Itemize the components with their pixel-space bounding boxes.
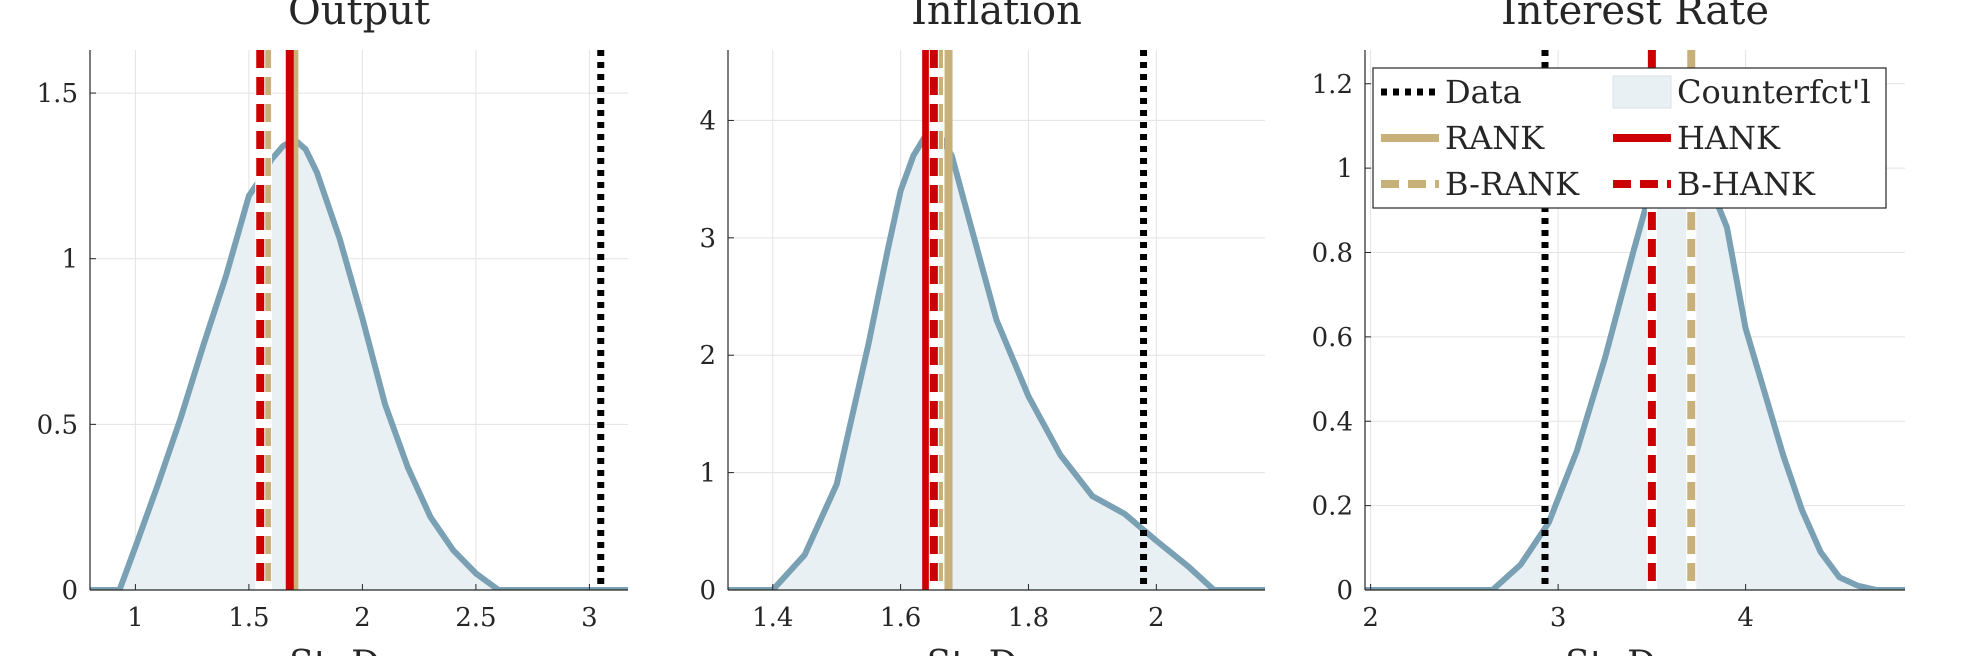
- density-area: [90, 139, 628, 590]
- panel-2: 1.4 1.6 1.8 2 0 1 2 3 4 Inflation St. Dev.: [699, 0, 1265, 660]
- density-area: [728, 134, 1265, 590]
- x-tick-label: 3: [581, 603, 598, 633]
- x-axis-label: St. Dev.: [289, 644, 429, 656]
- legend-swatch: [1612, 75, 1672, 109]
- x-tick-label: 1: [127, 603, 144, 633]
- legend-label: HANK: [1677, 119, 1781, 157]
- y-tick-label: 1: [61, 245, 78, 275]
- x-tick-label: 2: [1362, 603, 1379, 633]
- x-axis-label: St. Dev.: [1565, 644, 1705, 656]
- legend-label: Counterfct'l: [1677, 73, 1871, 111]
- x-tick-label: 1.6: [880, 603, 921, 633]
- panel-1: 1 1.5 2 2.5 3 0 0.5 1 1.5 Output St. Dev.: [37, 0, 628, 660]
- x-tick-label: 1.8: [1008, 603, 1049, 633]
- chart-title: Inflation: [911, 0, 1082, 34]
- x-tick-label: 1.5: [228, 603, 269, 633]
- chart-title: Output: [288, 0, 430, 34]
- y-tick-label: 3: [699, 224, 716, 254]
- x-tick-label: 1.4: [752, 603, 793, 633]
- density-area: [1365, 159, 1905, 590]
- legend-label: B-RANK: [1445, 165, 1580, 203]
- y-tick-label: 0: [61, 576, 78, 606]
- y-tick-label: 1.5: [37, 79, 78, 109]
- y-tick-label: 2: [699, 341, 716, 371]
- legend-label: B-HANK: [1677, 165, 1816, 203]
- legend-item-bhank: B-HANK: [1613, 165, 1816, 203]
- y-tick-label: 0: [699, 576, 716, 606]
- density-curve: [728, 131, 1265, 590]
- x-tick-label: 2.5: [455, 603, 496, 633]
- legend-label: RANK: [1445, 119, 1545, 157]
- legend: Data Counterfct'l RANK HANK B-RANK B-HANK: [1372, 67, 1887, 209]
- legend-item-brank: B-RANK: [1381, 165, 1580, 203]
- y-tick-label: 0.6: [1312, 323, 1353, 353]
- y-tick-label: 0.5: [37, 410, 78, 440]
- y-tick-label: 0.8: [1312, 239, 1353, 269]
- y-tick-label: 4: [699, 106, 716, 136]
- x-tick-label: 2: [1148, 603, 1165, 633]
- y-tick-label: 0.2: [1312, 492, 1353, 522]
- x-axis-label: St. Dev.: [927, 644, 1067, 656]
- y-tick-label: 1: [699, 459, 716, 489]
- x-tick-label: 4: [1737, 603, 1754, 633]
- y-tick-label: 0.4: [1312, 407, 1353, 437]
- legend-item-data: Data: [1381, 73, 1522, 111]
- y-tick-label: 0: [1336, 576, 1353, 606]
- x-tick-label: 2: [354, 603, 371, 633]
- x-tick-label: 3: [1550, 603, 1567, 633]
- y-tick-label: 1.2: [1312, 70, 1353, 100]
- legend-item-rank: RANK: [1381, 119, 1545, 157]
- legend-item-hank: HANK: [1613, 119, 1781, 157]
- y-tick-label: 1: [1336, 154, 1353, 184]
- legend-item-counterfctl: Counterfct'l: [1612, 73, 1871, 111]
- legend-label: Data: [1445, 73, 1522, 111]
- panel-3: 2 3 4 0 0.2 0.4 0.6 0.8 1 1.2 Interest Rate St. Dev…: [1312, 0, 1905, 660]
- chart-title: Interest Rate: [1501, 0, 1769, 34]
